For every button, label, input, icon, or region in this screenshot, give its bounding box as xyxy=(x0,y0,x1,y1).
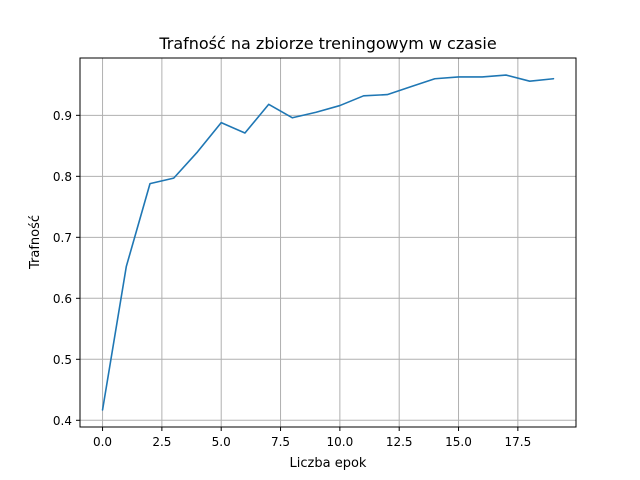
x-tick-label: 17.5 xyxy=(504,435,531,449)
x-axis-label: Liczba epok xyxy=(290,456,367,471)
y-tick-label: 0.5 xyxy=(53,353,72,367)
y-tick-label: 0.7 xyxy=(53,231,72,245)
x-tick-label: 0.0 xyxy=(93,435,112,449)
grid xyxy=(80,58,576,427)
x-tick-label: 15.0 xyxy=(445,435,472,449)
x-tick-label: 7.5 xyxy=(271,435,290,449)
y-tick-label: 0.9 xyxy=(53,109,72,123)
x-axis-ticks: 0.0 2.5 5.0 7.5 10.0 12.5 15.0 17.5 xyxy=(93,427,531,449)
y-axis-label: Trafność xyxy=(28,215,43,270)
x-tick-label: 10.0 xyxy=(327,435,354,449)
x-tick-label: 12.5 xyxy=(386,435,413,449)
x-tick-label: 5.0 xyxy=(212,435,231,449)
x-tick-label: 2.5 xyxy=(152,435,171,449)
plot-frame xyxy=(79,57,577,428)
y-tick-label: 0.6 xyxy=(53,292,72,306)
chart-title: Trafność na zbiorze treningowym w czasie xyxy=(158,34,496,53)
series-line xyxy=(101,74,555,411)
y-axis-ticks: 0.4 0.5 0.6 0.7 0.8 0.9 xyxy=(53,109,80,428)
series-layer xyxy=(101,74,555,411)
y-tick-label: 0.8 xyxy=(53,170,72,184)
y-tick-label: 0.4 xyxy=(53,414,72,428)
